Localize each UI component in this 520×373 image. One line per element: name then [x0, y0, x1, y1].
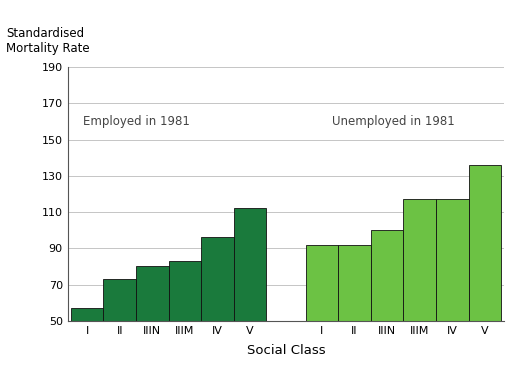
- Bar: [201, 238, 234, 321]
- Bar: [436, 200, 469, 321]
- Bar: [234, 209, 266, 321]
- Bar: [338, 245, 371, 321]
- Bar: [371, 230, 404, 321]
- Text: Standardised
Mortality Rate: Standardised Mortality Rate: [6, 26, 90, 54]
- X-axis label: Social Class: Social Class: [246, 344, 326, 357]
- Bar: [469, 165, 501, 321]
- Text: Unemployed in 1981: Unemployed in 1981: [332, 115, 455, 128]
- Bar: [136, 266, 168, 321]
- Bar: [404, 200, 436, 321]
- Text: Employed in 1981: Employed in 1981: [83, 115, 189, 128]
- Bar: [103, 279, 136, 321]
- Bar: [168, 261, 201, 321]
- Bar: [306, 245, 338, 321]
- Bar: [71, 308, 103, 321]
